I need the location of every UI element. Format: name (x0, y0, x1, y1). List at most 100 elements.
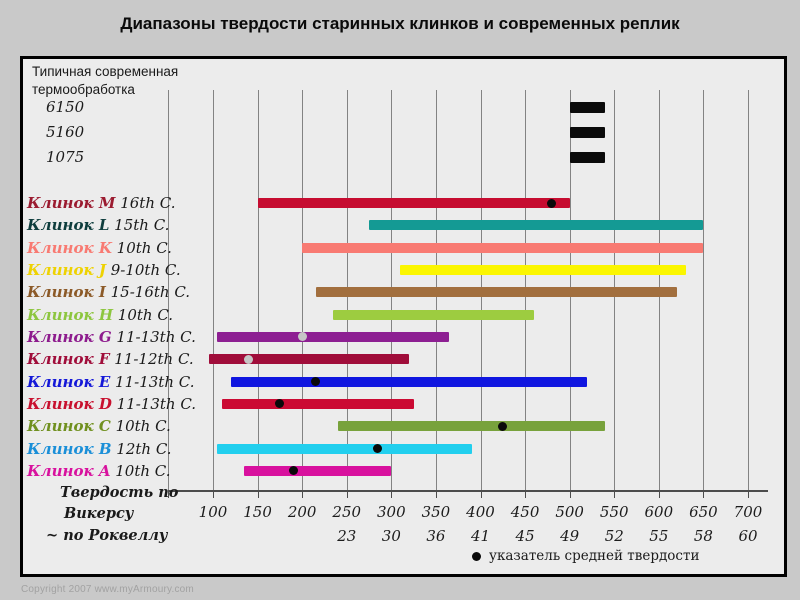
x-axis-line (168, 490, 768, 492)
blade-range-bar (217, 443, 472, 454)
blade-period: 10th C. (110, 417, 171, 436)
steel-row-label-5160: 5160 (46, 123, 85, 141)
blade-range-bar (302, 242, 704, 253)
blade-row-label: Клинок A 10th C. (27, 462, 171, 480)
rockwell-tick-label-23: 23 (337, 527, 357, 545)
blade-period: 11-13th C. (111, 327, 196, 346)
blade-row-label: Клинок E 11-13th C. (27, 373, 194, 391)
blade-row-label: Клинок M 16th C. (27, 194, 175, 212)
gridline-hv-650 (703, 90, 705, 490)
x-axis-tick-400 (480, 490, 482, 498)
vickers-tick-label-650: 650 (689, 503, 718, 521)
heat-treatment-note-line1: Типичная современная (32, 64, 179, 79)
x-axis-caption-line2: Викерсу (64, 505, 134, 522)
rockwell-tick-label-45: 45 (515, 527, 535, 545)
blade-name: Клинок I (27, 283, 106, 302)
chart-title: Диапазоны твердости старинных клинков и … (120, 14, 680, 33)
rockwell-tick-label-30: 30 (381, 527, 401, 545)
vickers-tick-label-200: 200 (287, 503, 317, 521)
blade-range-bar (400, 264, 686, 275)
copyright-text: Copyright 2007 www.myArmoury.com (21, 584, 194, 595)
vickers-tick-label-300: 300 (377, 503, 406, 521)
heat-treatment-note-line2: термообработка (32, 82, 135, 97)
vickers-tick-label-350: 350 (421, 503, 451, 521)
rockwell-tick-label-49: 49 (560, 527, 580, 545)
x-axis-tick-350 (435, 490, 437, 498)
x-axis-tick-150 (257, 490, 259, 498)
gridline-hv-100 (213, 90, 214, 490)
x-axis-tick-50 (168, 490, 170, 498)
rockwell-tick-label-36: 36 (426, 527, 446, 545)
blade-row-label: Клинок F 11-12th C. (27, 350, 194, 368)
mean-hardness-dot (373, 444, 383, 454)
blade-row-label: Клинок B 12th C. (27, 440, 172, 458)
steel-range-bar-5160 (569, 126, 606, 138)
blade-range-bar (221, 398, 414, 409)
x-axis-tick-100 (213, 490, 214, 498)
steel-range-bar-1075 (569, 151, 606, 163)
blade-range-bar (244, 465, 392, 476)
blade-range-bar (333, 309, 534, 320)
mean-hardness-dot (547, 198, 557, 208)
mean-hardness-dot (288, 466, 298, 476)
vickers-tick-label-150: 150 (243, 503, 272, 521)
blade-row-label: Клинок H 10th C. (27, 306, 173, 324)
blade-name: Клинок G (27, 327, 112, 346)
x-axis-tick-550 (614, 490, 616, 498)
blade-period: 11-13th C. (111, 394, 197, 413)
legend-label: указатель средней твердости (489, 548, 700, 564)
blade-name: Клинок L (27, 216, 110, 235)
x-axis-tick-600 (658, 490, 660, 498)
blade-period: 16th C. (115, 194, 176, 212)
blade-period: 11-13th C. (110, 372, 195, 391)
rockwell-tick-label-55: 55 (649, 527, 669, 545)
mean-hardness-dot (244, 354, 254, 364)
x-axis-tick-500 (569, 490, 571, 498)
rockwell-tick-label-52: 52 (604, 527, 624, 545)
x-axis-caption-line1: Твердость по (60, 484, 179, 501)
blade-row-label: Клинок G 11-13th C. (27, 328, 196, 346)
vickers-tick-label-100: 100 (198, 503, 228, 521)
mean-hardness-dot (311, 377, 321, 387)
blade-period: 15-16th C. (105, 283, 191, 302)
blade-period: 11-12th C. (109, 350, 194, 369)
x-axis-tick-700 (748, 490, 749, 498)
gridline-hv-700 (748, 90, 749, 490)
blade-period: 12th C. (111, 439, 172, 458)
blade-name: Клинок H (27, 305, 114, 324)
blade-range-bar (217, 331, 450, 342)
blade-name: Клинок E (27, 372, 111, 391)
blade-range-bar (369, 220, 704, 231)
vickers-tick-label-700: 700 (733, 503, 763, 521)
rockwell-tick-label-41: 41 (470, 527, 491, 545)
blade-row-label: Клинок D 11-13th C. (27, 395, 196, 413)
blade-name: Клинок F (27, 350, 110, 369)
blade-period: 15th C. (109, 216, 170, 235)
blade-name: Клинок K (27, 238, 112, 257)
mean-hardness-dot (498, 421, 508, 431)
steel-range-bar-6150 (569, 101, 606, 113)
blade-period: 9-10th C. (105, 260, 181, 279)
blade-range-bar (337, 421, 606, 432)
steel-row-label-1075: 1075 (46, 148, 85, 166)
blade-range-bar (315, 287, 677, 298)
x-axis-tick-250 (346, 490, 348, 498)
rockwell-tick-label-60: 60 (738, 527, 758, 545)
legend: указатель средней твердости (472, 548, 699, 564)
vickers-tick-label-250: 250 (332, 503, 362, 521)
x-axis-tick-650 (703, 490, 705, 498)
x-axis-tick-300 (391, 490, 393, 498)
blade-period: 10th C. (111, 238, 172, 257)
x-axis-tick-200 (302, 490, 304, 498)
vickers-tick-label-500: 500 (555, 503, 584, 521)
blade-name: Клинок D (27, 394, 112, 413)
blade-name: Клинок B (27, 439, 112, 458)
rockwell-tick-label-58: 58 (693, 527, 713, 545)
blade-range-bar (208, 354, 410, 365)
steel-row-label-6150: 6150 (46, 98, 85, 116)
gridline-hv-200 (302, 90, 304, 490)
blade-range-bar (230, 376, 588, 387)
x-axis-tick-450 (525, 490, 527, 498)
blade-period: 10th C. (110, 461, 171, 480)
